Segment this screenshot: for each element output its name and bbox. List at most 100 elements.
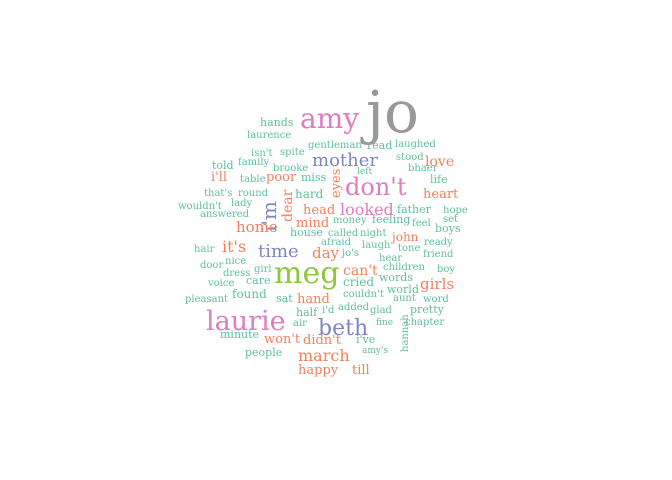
word-39: family bbox=[238, 157, 270, 168]
word-63: laugh bbox=[362, 240, 391, 251]
word-68: friend bbox=[423, 249, 454, 260]
word-71: nice bbox=[225, 256, 246, 267]
word-49: wouldn't bbox=[178, 201, 222, 212]
word-79: words bbox=[379, 271, 413, 284]
word-34: laughed bbox=[395, 139, 436, 150]
word-32: gentleman bbox=[308, 140, 362, 151]
word-46: that's bbox=[204, 188, 232, 199]
word-42: bhaer bbox=[408, 163, 438, 174]
word-80: world bbox=[387, 283, 419, 296]
word-29: till bbox=[352, 363, 370, 378]
word-15: eyes bbox=[329, 169, 344, 198]
word-40: brooke bbox=[273, 163, 308, 174]
word-1: amy bbox=[300, 102, 359, 135]
word-53: answered bbox=[200, 209, 250, 220]
word-86: sat bbox=[276, 292, 293, 305]
word-20: head bbox=[303, 203, 335, 218]
word-33: read bbox=[367, 139, 392, 152]
word-84: pleasant bbox=[185, 294, 228, 305]
word-54: money bbox=[333, 215, 367, 226]
word-85: found bbox=[232, 287, 267, 301]
word-77: care bbox=[246, 274, 271, 287]
word-26: won't bbox=[264, 332, 301, 347]
word-94: chapter bbox=[405, 317, 444, 328]
word-0: jo bbox=[360, 78, 419, 146]
word-93: fine bbox=[376, 318, 393, 328]
word-48: hard bbox=[295, 187, 324, 201]
word-89: pretty bbox=[410, 303, 445, 316]
word-7: i'm bbox=[257, 201, 281, 232]
word-62: afraid bbox=[321, 237, 352, 248]
word-36: spite bbox=[280, 147, 305, 158]
word-22: i'll bbox=[211, 170, 227, 185]
word-27: didn't bbox=[303, 333, 342, 348]
word-13: girls bbox=[420, 275, 454, 293]
word-24: john bbox=[390, 230, 419, 244]
word-44: miss bbox=[301, 171, 327, 184]
word-8: time bbox=[258, 241, 299, 262]
word-56: feel bbox=[412, 218, 431, 229]
word-97: hannah bbox=[400, 314, 411, 352]
word-76: voice bbox=[207, 278, 234, 289]
word-69: hear bbox=[379, 253, 402, 264]
word-73: boy bbox=[437, 264, 455, 275]
word-65: ready bbox=[424, 237, 453, 248]
word-17: can't bbox=[343, 263, 378, 279]
word-25: hand bbox=[297, 292, 330, 307]
word-95: minute bbox=[220, 328, 259, 341]
word-4: don't bbox=[345, 173, 407, 201]
word-61: night bbox=[360, 228, 387, 239]
word-18: love bbox=[425, 154, 454, 170]
word-99: amy's bbox=[362, 346, 388, 356]
word-14: dear bbox=[280, 189, 296, 222]
word-87: added bbox=[338, 302, 370, 313]
word-30: hands bbox=[260, 116, 294, 129]
word-88: glad bbox=[370, 305, 393, 316]
word-57: set bbox=[443, 214, 458, 225]
word-59: house bbox=[290, 226, 323, 239]
word-58: boys bbox=[435, 222, 461, 235]
word-55: feeling bbox=[372, 213, 410, 226]
word-21: mind bbox=[296, 216, 329, 231]
word-31: laurence bbox=[247, 130, 291, 141]
word-78: cried bbox=[343, 275, 374, 289]
word-41: left bbox=[357, 167, 373, 177]
word-90: half bbox=[296, 306, 318, 319]
word-91: i'd bbox=[322, 305, 335, 316]
word-6: mother bbox=[312, 150, 378, 171]
word-64: tone bbox=[398, 243, 420, 254]
word-52: hope bbox=[443, 205, 468, 216]
word-11: it's bbox=[222, 237, 246, 256]
word-23: poor bbox=[266, 170, 297, 185]
word-3: laurie bbox=[206, 306, 286, 337]
word-67: jo's bbox=[341, 248, 359, 259]
word-9: looked bbox=[340, 200, 394, 219]
word-10: march bbox=[298, 346, 350, 365]
word-19: heart bbox=[423, 187, 459, 202]
word-83: word bbox=[423, 294, 449, 305]
word-38: told bbox=[212, 159, 234, 172]
word-12: home bbox=[236, 218, 278, 236]
word-72: children bbox=[383, 262, 426, 273]
word-82: aunt bbox=[393, 293, 416, 304]
word-66: hair bbox=[194, 244, 215, 255]
word-50: lady bbox=[231, 198, 253, 209]
word-92: air bbox=[293, 318, 307, 329]
word-2: meg bbox=[274, 256, 339, 291]
word-43: table bbox=[240, 174, 266, 185]
word-75: girl bbox=[254, 264, 272, 275]
word-35: isn't bbox=[251, 148, 273, 159]
word-70: door bbox=[200, 260, 223, 271]
word-81: couldn't bbox=[343, 289, 384, 300]
word-37: stood bbox=[396, 152, 424, 163]
word-16: day bbox=[312, 244, 340, 262]
word-98: people bbox=[245, 346, 282, 359]
word-5: beth bbox=[318, 316, 368, 341]
word-47: round bbox=[238, 188, 269, 199]
word-60: called bbox=[328, 228, 359, 239]
word-28: happy bbox=[298, 363, 339, 378]
word-74: dress bbox=[223, 268, 250, 279]
word-45: life bbox=[430, 173, 448, 186]
word-51: father bbox=[397, 203, 432, 216]
